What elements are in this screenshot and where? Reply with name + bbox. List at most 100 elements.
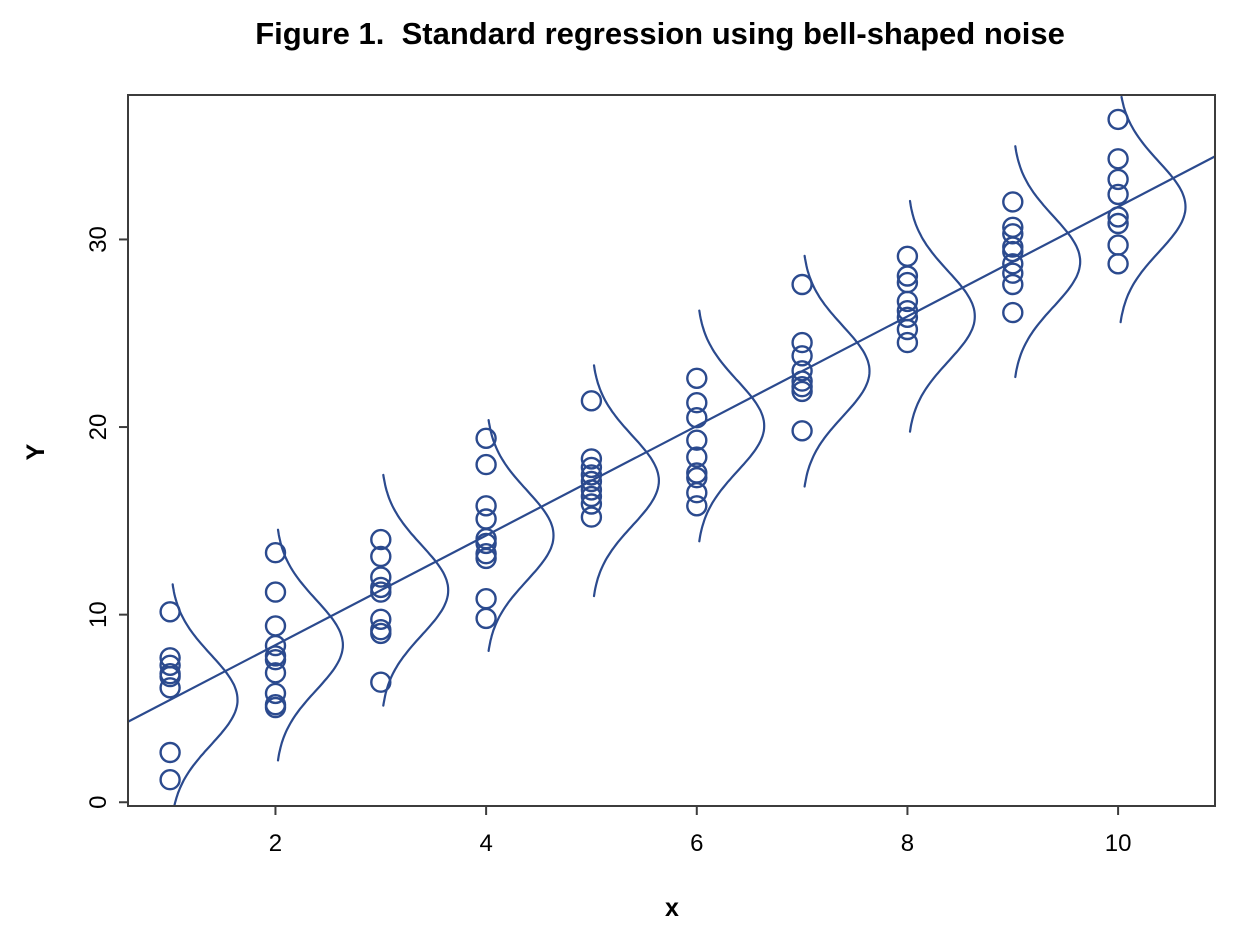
data-point xyxy=(264,662,287,684)
data-point xyxy=(264,615,287,637)
y-tick-label: 30 xyxy=(85,226,112,253)
figure-title: Figure 1. Standard regression using bell… xyxy=(255,16,1065,51)
x-axis-label: x xyxy=(665,894,679,922)
data-point xyxy=(791,360,813,382)
x-tick-label: 4 xyxy=(479,830,492,857)
y-axis-label: Y xyxy=(22,443,50,460)
data-point xyxy=(686,446,708,468)
bell-curve-x8 xyxy=(908,199,976,433)
y-tick-label: 20 xyxy=(85,414,112,441)
data-point xyxy=(159,769,181,791)
data-point xyxy=(475,607,497,630)
data-point xyxy=(264,542,287,564)
bell-curve-x2 xyxy=(276,528,345,762)
data-point xyxy=(370,566,392,588)
data-point xyxy=(580,464,603,486)
data-point xyxy=(580,493,603,515)
data-point xyxy=(475,453,497,476)
data-point xyxy=(264,634,287,657)
data-point xyxy=(1107,212,1129,235)
data-point xyxy=(370,528,392,551)
data-point xyxy=(475,547,497,570)
data-point xyxy=(1107,183,1129,206)
data-point xyxy=(686,495,708,517)
data-point xyxy=(1002,273,1024,296)
x-tick-label: 6 xyxy=(690,830,703,857)
data-point xyxy=(896,318,919,341)
data-point xyxy=(580,485,603,508)
bell-curve-x4 xyxy=(487,419,555,653)
data-point xyxy=(896,331,919,354)
y-tick-label: 0 xyxy=(85,796,112,809)
data-point xyxy=(896,265,919,287)
data-point xyxy=(1002,262,1024,284)
data-point xyxy=(475,588,497,610)
data-point xyxy=(791,380,813,403)
data-point xyxy=(475,495,497,517)
data-point xyxy=(475,427,497,449)
data-point xyxy=(159,601,181,623)
data-point xyxy=(159,677,181,699)
plot-area: 2 4 6 8 10 0 10 20 30 xyxy=(85,94,1216,857)
data-point xyxy=(264,581,287,603)
data-point xyxy=(791,345,813,367)
data-point xyxy=(580,448,603,470)
data-point xyxy=(580,390,603,412)
bell-curve-x1 xyxy=(171,583,239,807)
data-point xyxy=(580,506,603,528)
data-point xyxy=(370,671,392,693)
data-point xyxy=(686,392,708,414)
data-point xyxy=(896,245,919,267)
data-point xyxy=(370,581,392,603)
data-point xyxy=(896,306,919,328)
data-point xyxy=(791,331,813,354)
data-point xyxy=(1002,253,1024,275)
data-point xyxy=(1107,148,1129,170)
bell-curve-x9 xyxy=(1014,145,1082,379)
data-point xyxy=(475,508,497,530)
bell-curve-x7 xyxy=(803,254,871,488)
data-point xyxy=(1002,191,1024,213)
data-point xyxy=(580,470,603,493)
x-tick-label: 2 xyxy=(269,830,282,857)
data-point xyxy=(791,420,813,442)
data-point xyxy=(896,290,919,313)
plot-box xyxy=(127,94,1216,807)
data-point xyxy=(264,649,287,671)
data-point xyxy=(1107,253,1129,275)
data-point xyxy=(791,370,813,392)
bell-curve-x5 xyxy=(592,364,661,598)
data-point xyxy=(370,608,392,630)
data-point xyxy=(686,407,708,429)
data-point xyxy=(686,367,708,389)
data-point xyxy=(1002,240,1024,263)
data-point xyxy=(1107,108,1129,131)
data-point xyxy=(1107,234,1129,256)
data-point xyxy=(580,479,603,501)
bell-curve-x10 xyxy=(1119,95,1187,324)
data-point xyxy=(1107,206,1129,228)
bell-curve-x3 xyxy=(382,473,450,707)
data-point xyxy=(159,654,181,676)
data-point xyxy=(159,741,181,764)
data-point xyxy=(686,467,708,489)
y-tick-label: 10 xyxy=(85,601,112,628)
data-point xyxy=(264,696,287,719)
data-point xyxy=(791,273,813,296)
data-point xyxy=(475,532,497,555)
data-point xyxy=(370,545,392,568)
data-point xyxy=(686,482,708,504)
regression-line xyxy=(127,155,1216,723)
bell-curve-x6 xyxy=(698,309,766,543)
data-point xyxy=(580,456,603,479)
data-point xyxy=(1002,301,1024,324)
data-point xyxy=(264,682,287,705)
data-point xyxy=(686,429,708,451)
data-point xyxy=(370,622,392,645)
x-tick-label: 10 xyxy=(1105,830,1132,857)
x-tick-label: 8 xyxy=(901,830,914,857)
data-point xyxy=(1107,168,1129,191)
data-point xyxy=(159,665,181,688)
